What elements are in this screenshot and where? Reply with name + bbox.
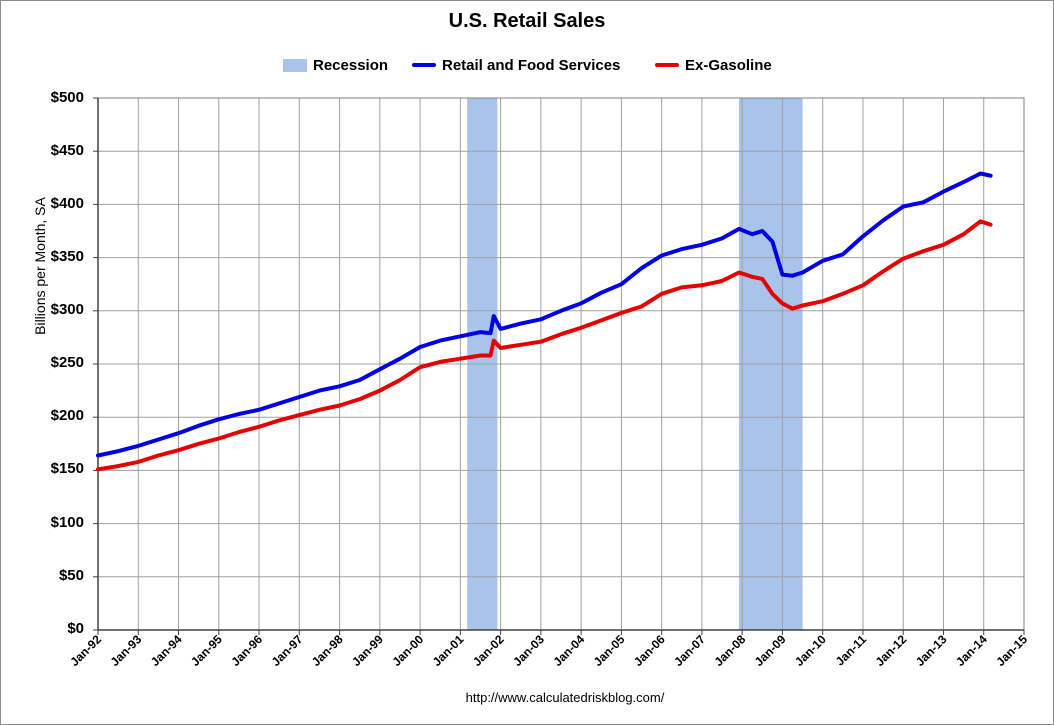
legend-item-ex-gasoline: Ex-Gasoline: [655, 54, 772, 76]
legend-swatch-retail: [412, 63, 436, 67]
x-tick-label: Jan-11: [833, 632, 870, 669]
x-tick-label: Jan-13: [913, 632, 950, 669]
x-tick-label: Jan-96: [228, 632, 265, 669]
x-tick-label: Jan-10: [792, 632, 829, 669]
x-tick-label: Jan-07: [671, 632, 708, 669]
y-tick-label: $0: [67, 620, 84, 637]
x-tick-label: Jan-03: [510, 632, 547, 669]
x-tick-label: Jan-14: [953, 632, 990, 669]
chart-legend: Recession Retail and Food Services Ex-Ga…: [0, 54, 1054, 76]
y-tick-label: $400: [50, 195, 84, 212]
legend-label-ex-gasoline: Ex-Gasoline: [685, 56, 772, 74]
x-tick-label: Jan-94: [148, 632, 185, 669]
x-tick-label: Jan-02: [470, 632, 507, 669]
x-tick-label: Jan-92: [67, 632, 104, 669]
x-tick-label: Jan-05: [591, 632, 628, 669]
legend-label-recession: Recession: [313, 56, 389, 74]
legend-swatch-recession: [283, 58, 307, 72]
x-tick-label: Jan-09: [752, 632, 789, 669]
y-tick-label: $450: [50, 142, 84, 159]
x-tick-label: Jan-99: [349, 632, 386, 669]
series-line-ex-gasoline: [96, 219, 993, 472]
y-tick-label: $500: [50, 89, 84, 106]
y-tick-label: $150: [50, 460, 84, 477]
y-tick-label: $350: [50, 248, 84, 265]
x-tick-label: Jan-98: [309, 632, 346, 669]
series-line-retail: [96, 171, 993, 458]
x-tick-label: Jan-15: [993, 632, 1030, 669]
y-tick-label: $100: [50, 514, 84, 531]
legend-label-retail: Retail and Food Services: [442, 56, 621, 74]
y-tick-label: $50: [58, 567, 84, 584]
x-tick-label: Jan-95: [188, 632, 225, 669]
y-tick-label: $250: [50, 354, 84, 371]
chart-title: U.S. Retail Sales: [448, 10, 606, 32]
x-tick-label: Jan-12: [873, 632, 910, 669]
x-tick-label: Jan-00: [389, 632, 426, 669]
x-tick-label: Jan-97: [269, 632, 306, 669]
y-tick-label: $200: [50, 407, 84, 424]
source-url: http://www.calculatedriskblog.com/: [465, 690, 665, 705]
x-tick-label: Jan-08: [712, 632, 749, 669]
legend-item-retail: Retail and Food Services: [412, 54, 620, 76]
x-tick-label: Jan-93: [108, 632, 145, 669]
legend-item-recession: Recession: [283, 54, 388, 76]
y-tick-label: $300: [50, 301, 84, 318]
legend-swatch-ex-gasoline: [655, 63, 679, 67]
x-tick-label: Jan-04: [550, 632, 587, 669]
x-tick-label: Jan-01: [430, 632, 467, 669]
x-tick-label: Jan-06: [631, 632, 668, 669]
